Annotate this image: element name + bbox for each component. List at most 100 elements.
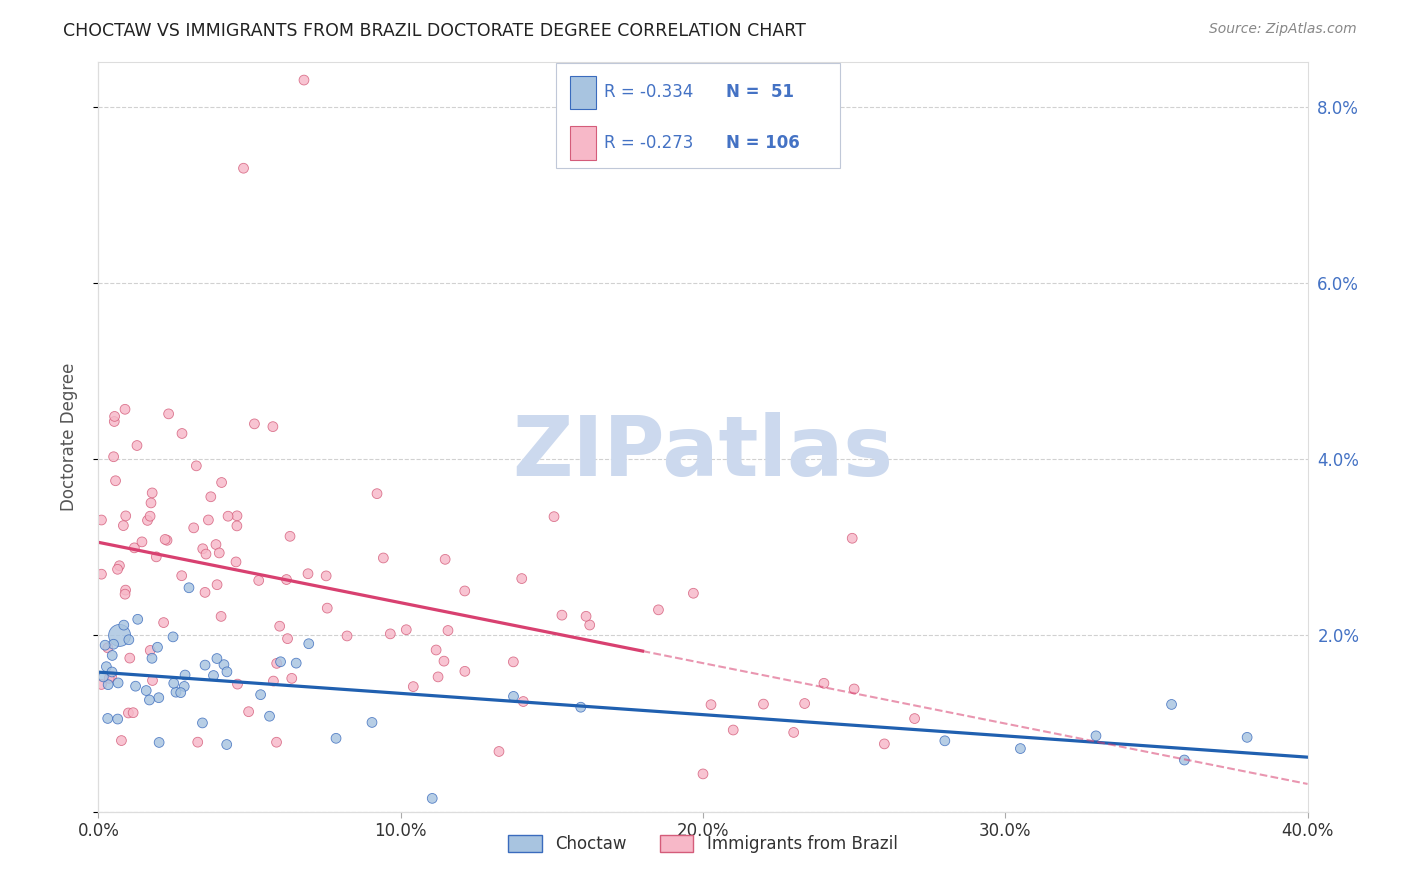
Point (844, 681, 866, 696)
Point (125, 438, 148, 452)
Point (186, 458, 208, 473)
Point (420, 791, 443, 805)
Point (114, 583, 136, 598)
Point (249, 688, 271, 702)
Point (285, 656, 308, 670)
Point (118, 632, 141, 647)
Point (575, 609, 598, 624)
Point (217, 509, 239, 524)
Point (139, 509, 162, 524)
Point (434, 552, 457, 566)
Point (783, 725, 806, 739)
Point (569, 700, 592, 714)
Point (170, 568, 193, 582)
Point (488, 744, 510, 758)
Point (103, 450, 125, 464)
Point (114, 587, 136, 601)
Point (578, 618, 600, 632)
Point (183, 521, 205, 535)
Point (90, 677, 112, 691)
Point (373, 551, 395, 566)
Point (232, 161, 254, 176)
Point (904, 712, 927, 726)
Point (107, 562, 129, 576)
Point (194, 585, 217, 599)
Bar (555, 63, 839, 168)
Point (141, 486, 163, 500)
Point (209, 609, 232, 624)
Point (135, 683, 157, 698)
Point (162, 630, 184, 644)
Point (96, 659, 118, 673)
Point (502, 690, 524, 704)
Point (395, 623, 418, 637)
Point (90, 567, 112, 582)
Point (1236, 731, 1258, 745)
Bar (571, 126, 596, 160)
Point (269, 619, 291, 633)
Point (793, 697, 815, 711)
Point (208, 546, 231, 560)
Point (225, 555, 247, 569)
Point (108, 558, 131, 573)
Point (211, 475, 233, 490)
Point (141, 673, 163, 688)
Point (276, 573, 298, 587)
Point (247, 574, 270, 588)
Point (292, 73, 315, 87)
Point (122, 706, 145, 720)
Point (202, 668, 225, 682)
Point (97, 711, 120, 725)
Point (502, 655, 524, 669)
Point (101, 648, 124, 663)
Point (104, 409, 127, 424)
Point (114, 508, 136, 523)
Point (934, 734, 956, 748)
Point (145, 549, 167, 564)
Point (215, 738, 238, 752)
Point (103, 637, 125, 651)
Point (138, 693, 160, 707)
Point (752, 697, 775, 711)
Point (163, 676, 186, 690)
Point (425, 643, 447, 657)
Point (124, 541, 146, 555)
Point (325, 731, 347, 746)
Point (1085, 729, 1108, 743)
Point (297, 566, 319, 581)
Text: R = -0.334: R = -0.334 (605, 83, 693, 102)
Point (700, 698, 723, 712)
Point (127, 612, 149, 626)
Point (278, 529, 301, 543)
Point (270, 655, 292, 669)
Point (141, 651, 163, 665)
Point (117, 706, 139, 720)
Point (107, 712, 129, 726)
Point (90, 513, 112, 527)
Point (191, 715, 214, 730)
Point (692, 767, 714, 781)
Point (112, 618, 135, 632)
Point (543, 509, 565, 524)
Point (454, 665, 477, 679)
Point (215, 665, 238, 679)
Point (238, 705, 260, 719)
Point (366, 486, 388, 500)
Point (139, 643, 162, 657)
Point (813, 676, 835, 690)
Point (841, 531, 863, 545)
Point (165, 685, 187, 699)
Point (1173, 753, 1195, 767)
Point (110, 733, 132, 747)
Point (205, 537, 228, 551)
Point (157, 407, 180, 421)
Point (437, 624, 460, 638)
Point (114, 402, 136, 417)
Point (153, 533, 176, 547)
Point (146, 640, 169, 655)
Point (139, 496, 162, 510)
Y-axis label: Doctorate Degree: Doctorate Degree (59, 363, 77, 511)
Point (148, 735, 170, 749)
Point (112, 518, 135, 533)
Point (108, 628, 131, 642)
